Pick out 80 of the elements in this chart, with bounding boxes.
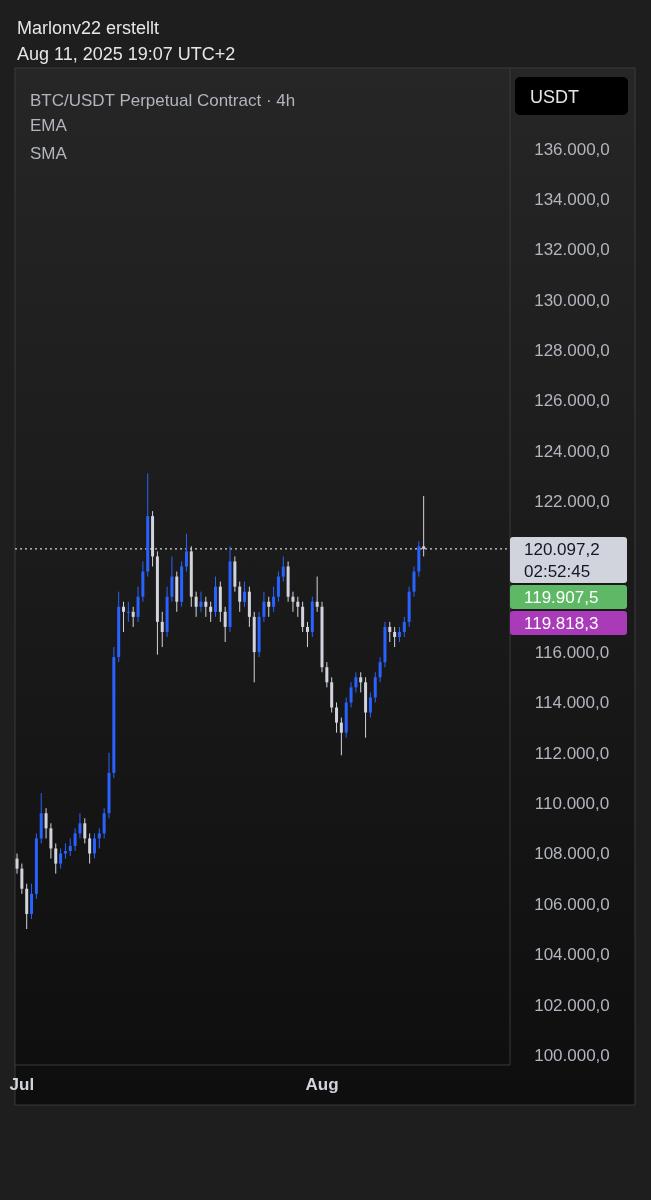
- candlestick: [78, 812, 82, 839]
- y-tick-label: 110.000,0: [534, 794, 610, 814]
- candlestick: [30, 883, 34, 920]
- candlestick: [88, 832, 92, 865]
- candlestick: [378, 656, 382, 683]
- candlestick: [15, 853, 19, 875]
- candlestick: [296, 596, 300, 618]
- candlestick: [92, 832, 96, 860]
- y-tick-label: 124.000,0: [534, 441, 610, 461]
- candlestick: [126, 601, 130, 623]
- y-tick-label: 122.000,0: [534, 491, 610, 511]
- candlestick: [262, 591, 266, 623]
- candlestick: [102, 807, 106, 839]
- candlestick: [131, 606, 135, 628]
- annotation: SMA: [30, 144, 68, 163]
- text: Marlonv22 erstellt: [17, 18, 160, 38]
- y-tick-label: 114.000,0: [534, 693, 610, 713]
- y-tick-label: 112.000,0: [534, 743, 610, 763]
- x-tick-label: Aug: [305, 1075, 339, 1094]
- y-tick-label: 128.000,0: [534, 340, 610, 360]
- candlestick: [335, 701, 339, 734]
- candlestick: [301, 601, 305, 633]
- candlestick: [305, 621, 309, 648]
- candlestick: [44, 807, 48, 839]
- x-tick-label: Jul: [9, 1075, 35, 1094]
- y-tick-label: 116.000,0: [534, 643, 610, 663]
- y-tick-label: 134.000,0: [534, 189, 610, 209]
- candlestick: [339, 717, 343, 756]
- candlestick: [83, 817, 87, 844]
- y-tick-label: 126.000,0: [534, 391, 610, 411]
- candlestick: [184, 533, 188, 573]
- candlestick: [281, 555, 285, 583]
- candlestick: [122, 601, 126, 633]
- text: BTC/USDT Perpetual Contract · 4h: [30, 91, 296, 110]
- candlestick: [238, 581, 242, 613]
- candlestick: [373, 671, 377, 703]
- candlestick: [291, 591, 295, 613]
- candlestick: [204, 596, 208, 618]
- candlestick: [223, 606, 227, 643]
- candlestick: [73, 827, 77, 852]
- candlestick: [359, 671, 363, 693]
- candlestick: [368, 691, 372, 719]
- text: 119.907,5: [524, 587, 599, 607]
- candlestick: [97, 827, 101, 849]
- candlestick: [160, 611, 164, 648]
- candlestick: [49, 822, 53, 860]
- candlestick: [315, 576, 319, 613]
- candlestick: [276, 571, 280, 603]
- candlestick: [412, 566, 416, 598]
- candlestick: [199, 591, 203, 613]
- y-tick-label: 130.000,0: [534, 290, 610, 310]
- candlestick: [402, 616, 406, 638]
- candlestick: [20, 863, 24, 895]
- candlestick: [388, 621, 392, 643]
- ref-line-label: 120.097,2: [524, 539, 600, 559]
- candlestick: [194, 591, 198, 618]
- text: 119.818,3: [524, 613, 599, 633]
- candlestick: [272, 586, 276, 613]
- text: Aug 11, 2025 19:07 UTC+2: [17, 44, 236, 64]
- y-tick-label: 132.000,0: [534, 240, 610, 260]
- currency-button: USDT: [515, 77, 628, 115]
- candlestick: [267, 596, 271, 618]
- text: 02:52:45: [524, 561, 591, 581]
- y-tick-label: 104.000,0: [534, 945, 610, 965]
- candlestick: [136, 586, 140, 623]
- candlestick: [349, 681, 353, 708]
- candlestick: [54, 842, 58, 875]
- candlestick: [325, 661, 329, 688]
- y-tick-label: 102.000,0: [534, 995, 610, 1015]
- candlestick: [393, 626, 397, 648]
- candlestick: [209, 601, 213, 623]
- y-tick-label: 100.000,0: [534, 1045, 610, 1065]
- candlestick: [354, 671, 358, 693]
- y-tick-label: 108.000,0: [534, 844, 610, 864]
- annotation: EMA: [30, 116, 68, 135]
- candlestick: [170, 555, 174, 603]
- y-tick-label: 106.000,0: [534, 894, 610, 914]
- candlestick: [59, 847, 63, 870]
- candlestick: [243, 581, 247, 608]
- y-tick-label: 136.000,0: [534, 139, 610, 159]
